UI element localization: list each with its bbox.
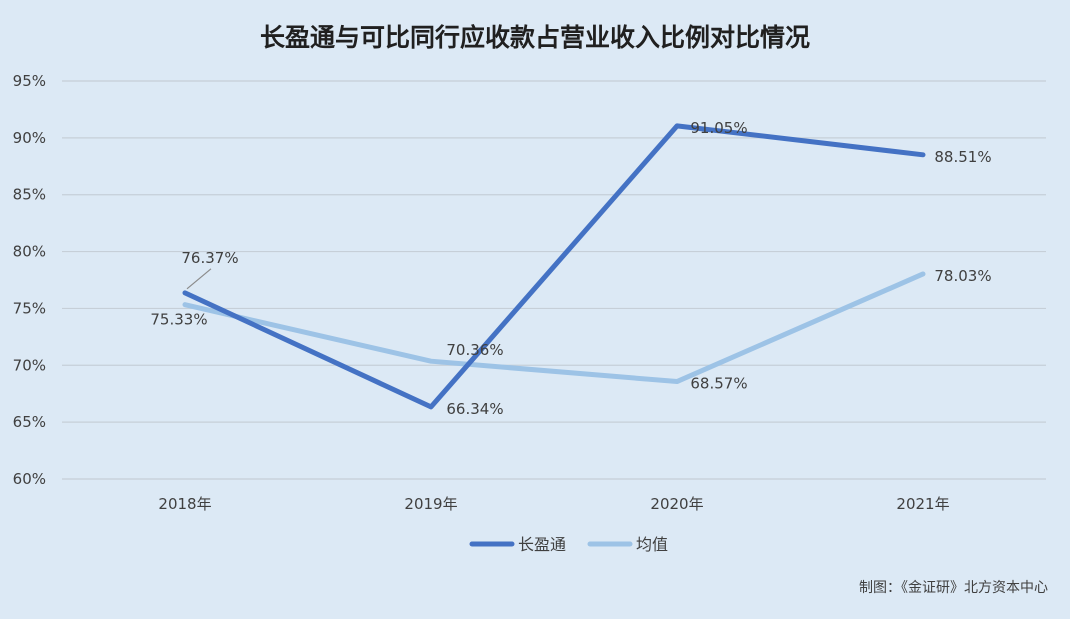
gridlines: [62, 80, 1046, 480]
source-note: 制图：《金证研》北方资本中心: [859, 580, 1048, 596]
x-tick-label: 2019年: [404, 495, 457, 513]
legend-entry: 均值: [636, 535, 668, 554]
data-label: 68.57%: [690, 375, 747, 393]
x-tick-label: 2021年: [896, 495, 949, 513]
series-lines: [182, 123, 926, 410]
y-tick-label: 95%: [13, 72, 46, 90]
series-line-1: [182, 271, 926, 385]
x-axis-ticks: 2018年 2019年 2020年 2021年: [158, 495, 949, 513]
y-axis-ticks: 60% 65% 70% 75% 80% 85% 90% 95%: [13, 72, 46, 488]
data-label: 88.51%: [934, 148, 991, 166]
y-tick-label: 60%: [13, 470, 46, 488]
x-tick-label: 2018年: [158, 495, 211, 513]
chart-title: 长盈通与可比同行应收款占营业收入比例对比情况: [260, 23, 810, 52]
y-tick-label: 65%: [13, 413, 46, 431]
y-tick-label: 80%: [13, 243, 46, 261]
data-label: 91.05%: [690, 119, 747, 137]
data-label: 70.36%: [446, 341, 503, 359]
data-label: 66.34%: [446, 400, 503, 418]
x-tick-label: 2020年: [650, 495, 703, 513]
data-labels: 76.37% 66.34% 91.05% 88.51% 75.33% 70.36% 68.5…: [150, 119, 991, 418]
y-tick-label: 75%: [13, 299, 46, 317]
legend-entry: 长盈通: [518, 535, 566, 554]
series-line-0: [182, 123, 926, 410]
y-tick-label: 85%: [13, 186, 46, 204]
label-leader-line: [186, 268, 212, 290]
y-tick-label: 70%: [13, 356, 46, 374]
y-tick-label: 90%: [13, 129, 46, 147]
legend: 长盈通 均值: [469, 535, 668, 554]
data-label: 78.03%: [934, 267, 991, 285]
data-label: 75.33%: [150, 311, 207, 329]
data-label: 76.37%: [181, 249, 238, 267]
